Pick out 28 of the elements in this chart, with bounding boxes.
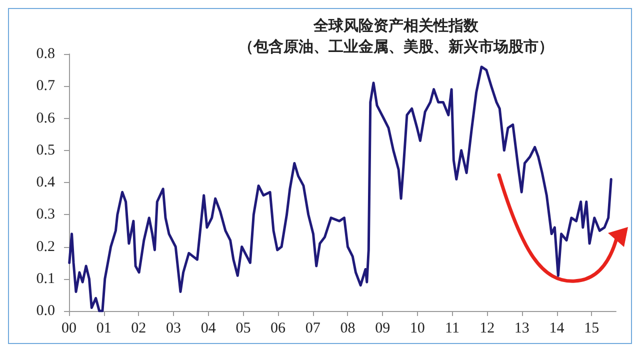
- x-tick-label: 15: [584, 320, 600, 336]
- y-tick-label: 0.8: [36, 46, 55, 62]
- x-tick-label: 10: [410, 320, 425, 336]
- y-tick-label: 0.3: [36, 206, 55, 223]
- y-tick-label: 0.5: [36, 142, 55, 158]
- y-tick-label: 0.4: [36, 174, 56, 190]
- chart-subtitle: （包含原油、工业金属、美股、新兴市场股市）: [238, 38, 554, 56]
- x-tick-label: 11: [445, 320, 460, 336]
- x-tick-label: 01: [96, 320, 112, 336]
- x-tick-label: 08: [340, 320, 356, 336]
- chart-title: 全球风险资产相关性指数: [312, 16, 480, 34]
- x-tick-label: 07: [305, 320, 321, 336]
- y-tick-label: 0.7: [36, 78, 56, 94]
- x-tick-label: 03: [166, 320, 182, 336]
- x-tick-label: 00: [62, 320, 76, 336]
- y-tick-label: 0.6: [36, 110, 56, 126]
- y-tick-label: 0.1: [36, 270, 55, 287]
- y-tick-label: 0.2: [36, 238, 55, 255]
- y-tick-label: 0.0: [36, 303, 55, 319]
- x-tick-label: 02: [131, 320, 146, 336]
- x-tick-label: 13: [514, 320, 530, 336]
- x-tick-label: 09: [375, 320, 390, 336]
- x-tick-label: 06: [270, 320, 286, 336]
- x-tick-label: 12: [480, 320, 495, 336]
- x-tick-label: 04: [200, 320, 216, 336]
- x-tick-label: 14: [549, 320, 565, 336]
- x-tick-label: 05: [236, 320, 251, 336]
- line-series: [68, 66, 612, 312]
